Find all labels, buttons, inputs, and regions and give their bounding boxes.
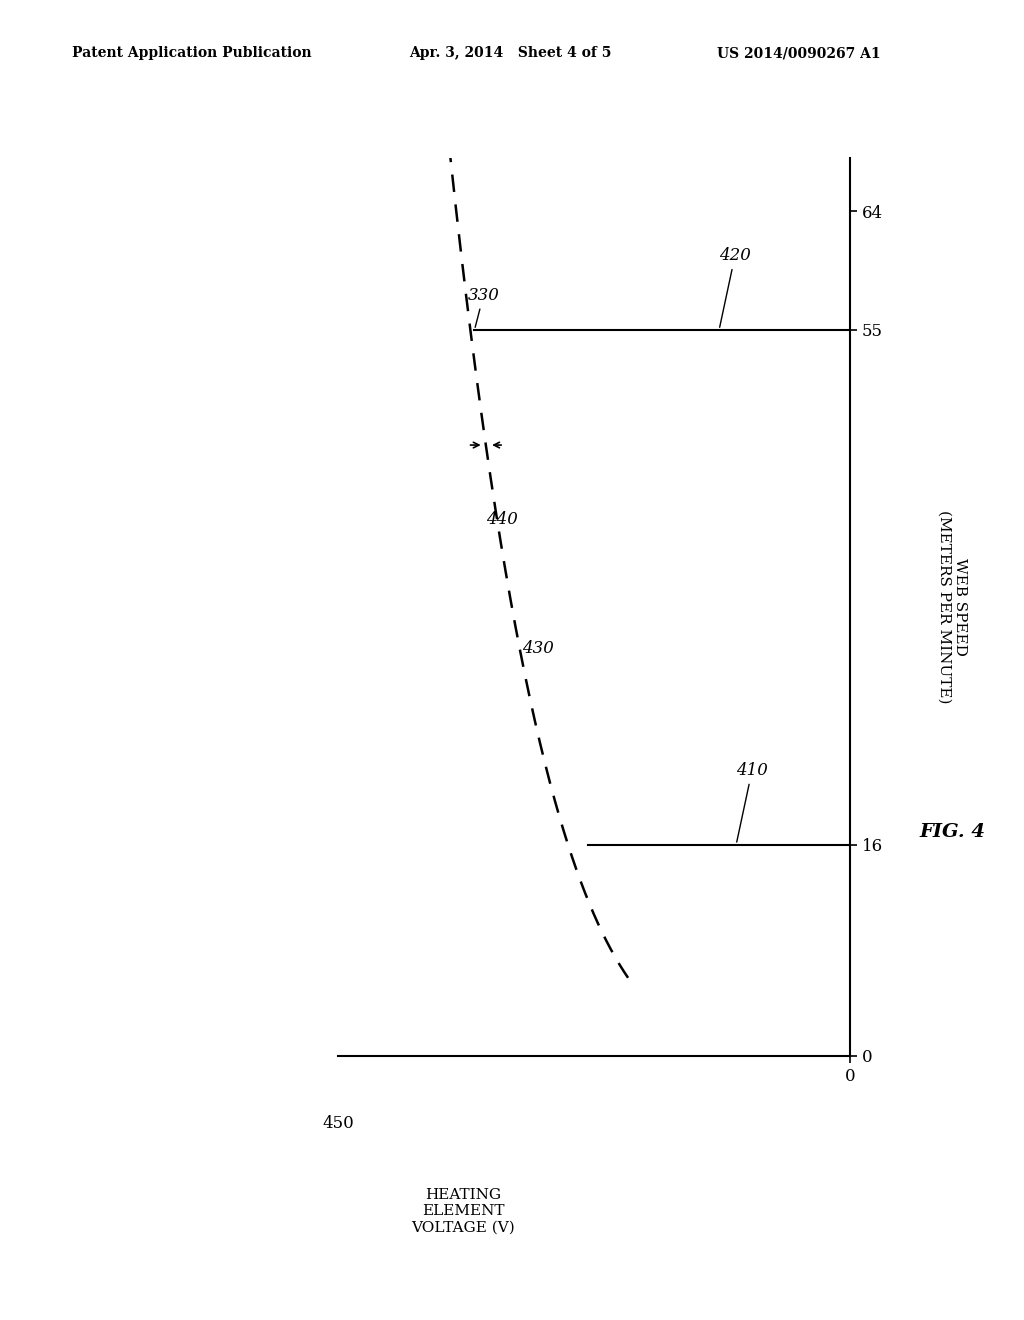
- Text: US 2014/0090267 A1: US 2014/0090267 A1: [717, 46, 881, 61]
- Text: 420: 420: [719, 247, 751, 327]
- Text: FIG. 4: FIG. 4: [920, 822, 985, 841]
- Text: Patent Application Publication: Patent Application Publication: [72, 46, 311, 61]
- Text: WEB SPEED
(METERS PER MINUTE): WEB SPEED (METERS PER MINUTE): [937, 511, 968, 704]
- Text: 410: 410: [736, 762, 768, 842]
- Text: HEATING
ELEMENT
VOLTAGE (V): HEATING ELEMENT VOLTAGE (V): [412, 1188, 515, 1234]
- Text: Apr. 3, 2014   Sheet 4 of 5: Apr. 3, 2014 Sheet 4 of 5: [410, 46, 612, 61]
- Text: 430: 430: [522, 640, 554, 661]
- Text: 440: 440: [485, 511, 518, 528]
- Text: 450: 450: [322, 1115, 354, 1133]
- Text: 330: 330: [468, 286, 500, 327]
